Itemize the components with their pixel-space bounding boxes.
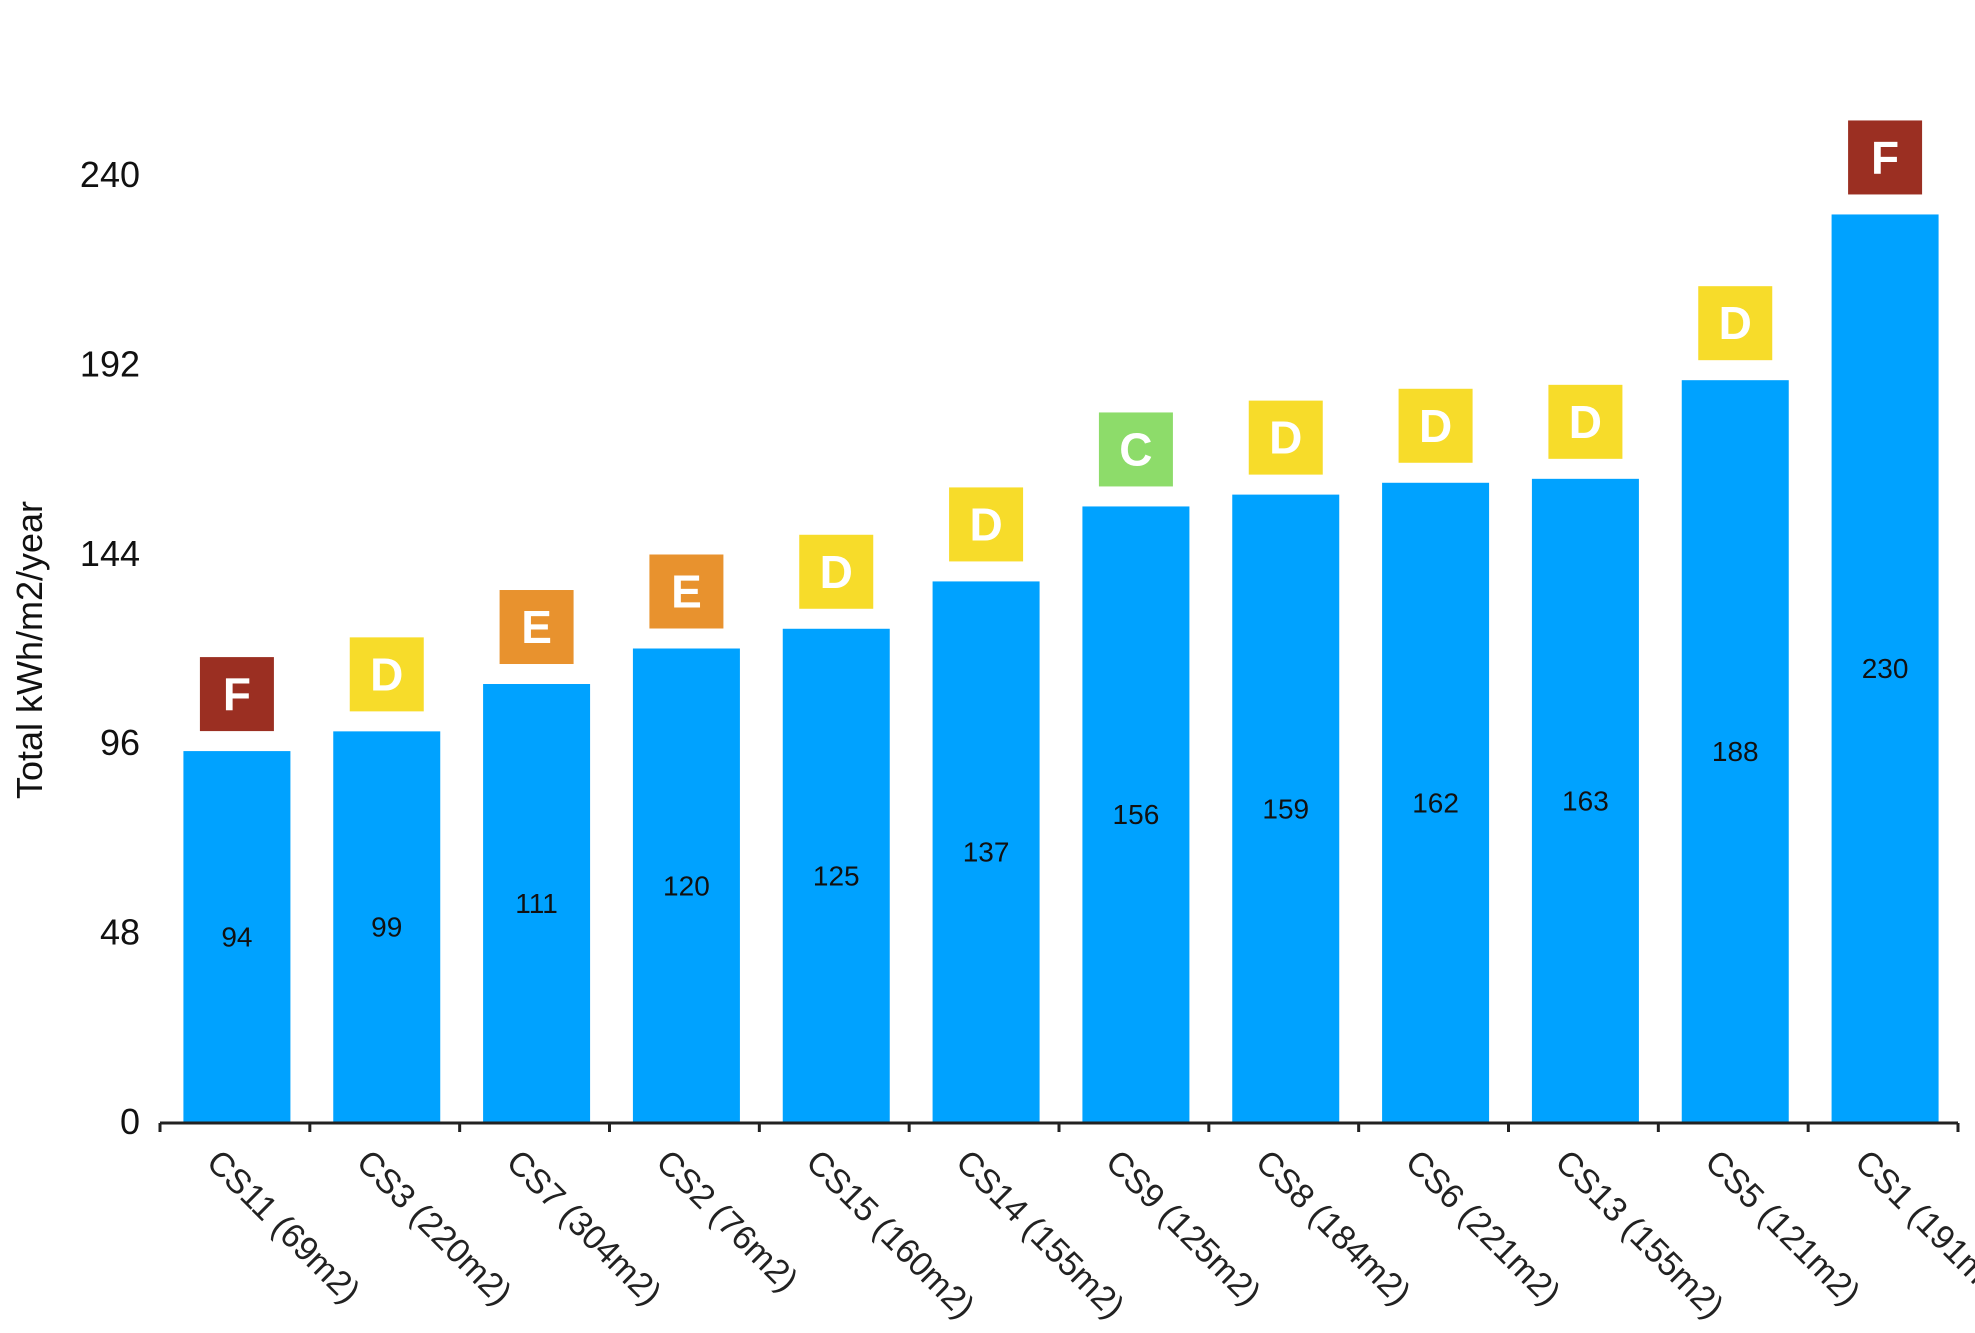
energy-rating-badge [349, 637, 424, 712]
energy-rating-letter: C [1119, 423, 1152, 475]
bar [483, 684, 591, 1122]
bar-value-label: 188 [1712, 736, 1759, 767]
bar [1831, 214, 1939, 1123]
energy-rating-badge [1098, 412, 1173, 487]
bar-value-label: 137 [963, 837, 1010, 868]
y-tick-label: 192 [80, 343, 140, 384]
bar-value-label: 230 [1862, 653, 1909, 684]
x-category-label: CS9 (125m2) [1098, 1143, 1268, 1313]
energy-rating-badge [1848, 120, 1923, 195]
bar [1531, 478, 1639, 1122]
bar-value-label: 159 [1262, 793, 1309, 824]
energy-rating-letter: F [1871, 131, 1899, 183]
y-axis-label: Total kWh/m2/year [9, 501, 50, 799]
bar [1232, 494, 1340, 1122]
bar-value-label: 125 [813, 860, 860, 891]
energy-rating-badge [1248, 400, 1323, 475]
energy-rating-letter: D [969, 498, 1002, 550]
energy-rating-badge [949, 487, 1024, 562]
x-category-label: CS1 (191m2) [1847, 1143, 1975, 1313]
y-tick-label: 240 [80, 154, 140, 195]
bar-value-label: 99 [371, 912, 402, 943]
energy-rating-badge [799, 534, 874, 609]
bar [333, 731, 441, 1122]
bar [1681, 380, 1789, 1122]
energy-rating-letter: E [521, 601, 552, 653]
energy-rating-letter: D [370, 648, 403, 700]
x-category-label: CS5 (121m2) [1698, 1143, 1868, 1313]
bar [1382, 482, 1490, 1122]
energy-rating-letter: D [1569, 396, 1602, 448]
energy-rating-letter: D [1719, 297, 1752, 349]
bar-value-label: 120 [663, 870, 710, 901]
y-tick-label: 0 [120, 1101, 140, 1142]
energy-rating-letter: F [223, 668, 251, 720]
energy-rating-letter: D [820, 546, 853, 598]
bar-value-label: 156 [1113, 799, 1160, 830]
bars: 94 F 99 D 111 E 120 E 125 D 137 D 156 C 159 D 162 D 163 D 18… [183, 120, 1939, 1123]
energy-rating-badge [499, 590, 574, 665]
energy-rating-badge [1548, 384, 1623, 459]
x-category-label: CS11 (69m2) [199, 1143, 367, 1311]
bar-value-label: 163 [1562, 785, 1609, 816]
y-tick-label: 96 [100, 722, 140, 763]
energy-rating-badge [649, 554, 724, 629]
x-category-label: CS8 (184m2) [1248, 1143, 1418, 1313]
y-tick-label: 144 [80, 533, 140, 574]
x-category-label: CS2 (76m2) [649, 1143, 805, 1299]
y-axis: 0 48 96 144 192 240 [80, 154, 140, 1142]
bar [183, 751, 291, 1122]
bar [1082, 506, 1190, 1122]
energy-rating-letter: E [671, 566, 702, 618]
bar-value-label: 162 [1412, 787, 1459, 818]
energy-rating-letter: D [1419, 400, 1452, 452]
energy-rating-badge [199, 657, 274, 732]
bar [782, 628, 890, 1122]
x-category-label: CS7 (304m2) [499, 1143, 669, 1313]
x-category-label: CS6 (221m2) [1398, 1143, 1568, 1313]
energy-rating-badge [1398, 388, 1473, 463]
bar-value-label: 111 [515, 888, 558, 919]
energy-rating-badge [1698, 286, 1773, 361]
bar [932, 581, 1040, 1122]
bar [632, 648, 740, 1122]
x-category-label: CS3 (220m2) [349, 1143, 519, 1313]
y-tick-label: 48 [100, 912, 140, 953]
x-axis: CS11 (69m2)CS3 (220m2)CS7 (304m2)CS2 (76… [158, 1121, 1975, 1326]
bar-value-label: 94 [221, 922, 252, 953]
energy-rating-letter: D [1269, 412, 1302, 464]
